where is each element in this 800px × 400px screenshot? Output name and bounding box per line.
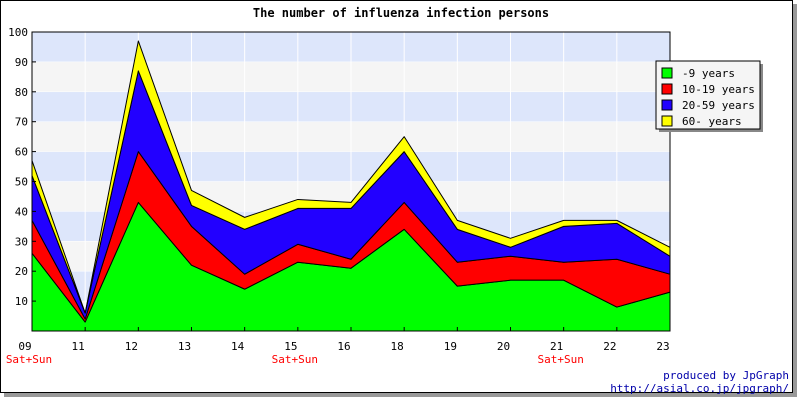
x-tick-label: 12 <box>125 340 138 353</box>
credit-url[interactable]: http://asial.co.jp/jpgraph/ <box>610 382 789 395</box>
x-tick-label: 19 <box>444 340 457 353</box>
credit-producer: produced by JpGraph <box>663 369 789 382</box>
legend-swatch <box>661 115 673 127</box>
y-tick-label: 100 <box>8 26 28 39</box>
x-tick-label: 16 <box>337 340 350 353</box>
legend-label: 60- years <box>682 115 742 128</box>
y-tick-label: 40 <box>15 205 28 218</box>
legend-swatch <box>661 83 673 95</box>
x-tick-label: 21 <box>550 340 563 353</box>
y-tick-label: 30 <box>15 235 28 248</box>
weekend-marker: Sat+Sun <box>537 353 583 366</box>
legend-label: 10-19 years <box>682 83 755 96</box>
x-tick-label: 18 <box>391 340 404 353</box>
weekend-marker: Sat+Sun <box>6 353 52 366</box>
weekend-marker: Sat+Sun <box>272 353 318 366</box>
x-tick-label: 11 <box>72 340 85 353</box>
y-tick-label: 70 <box>15 116 28 129</box>
legend: -9 years 10-19 years 20-59 years 60- years <box>655 60 763 132</box>
x-tick-label: 14 <box>231 340 245 353</box>
y-tick-label: 60 <box>15 146 28 159</box>
chart-title: The number of influenza infection person… <box>253 6 549 20</box>
legend-swatch <box>661 99 673 111</box>
x-tick-label: 20 <box>497 340 510 353</box>
y-tick-label: 80 <box>15 86 28 99</box>
legend-label: -9 years <box>682 67 735 80</box>
x-tick-label: 09 <box>18 340 31 353</box>
y-tick-label: 50 <box>15 176 28 189</box>
legend-label: 20-59 years <box>682 99 755 112</box>
x-tick-label: 22 <box>603 340 616 353</box>
chart-frame: 10 20 30 40 50 60 70 80 90 100 09 Sat+Sun 11 12 13 14 15… <box>0 0 793 395</box>
legend-box <box>655 60 761 130</box>
x-tick-label: 13 <box>178 340 191 353</box>
x-tick-label: 15 <box>284 340 297 353</box>
y-tick-label: 90 <box>15 56 28 69</box>
legend-swatch <box>661 67 673 79</box>
y-tick-label: 20 <box>15 265 28 278</box>
x-tick-label: 23 <box>656 340 669 353</box>
y-tick-label: 10 <box>15 295 28 308</box>
